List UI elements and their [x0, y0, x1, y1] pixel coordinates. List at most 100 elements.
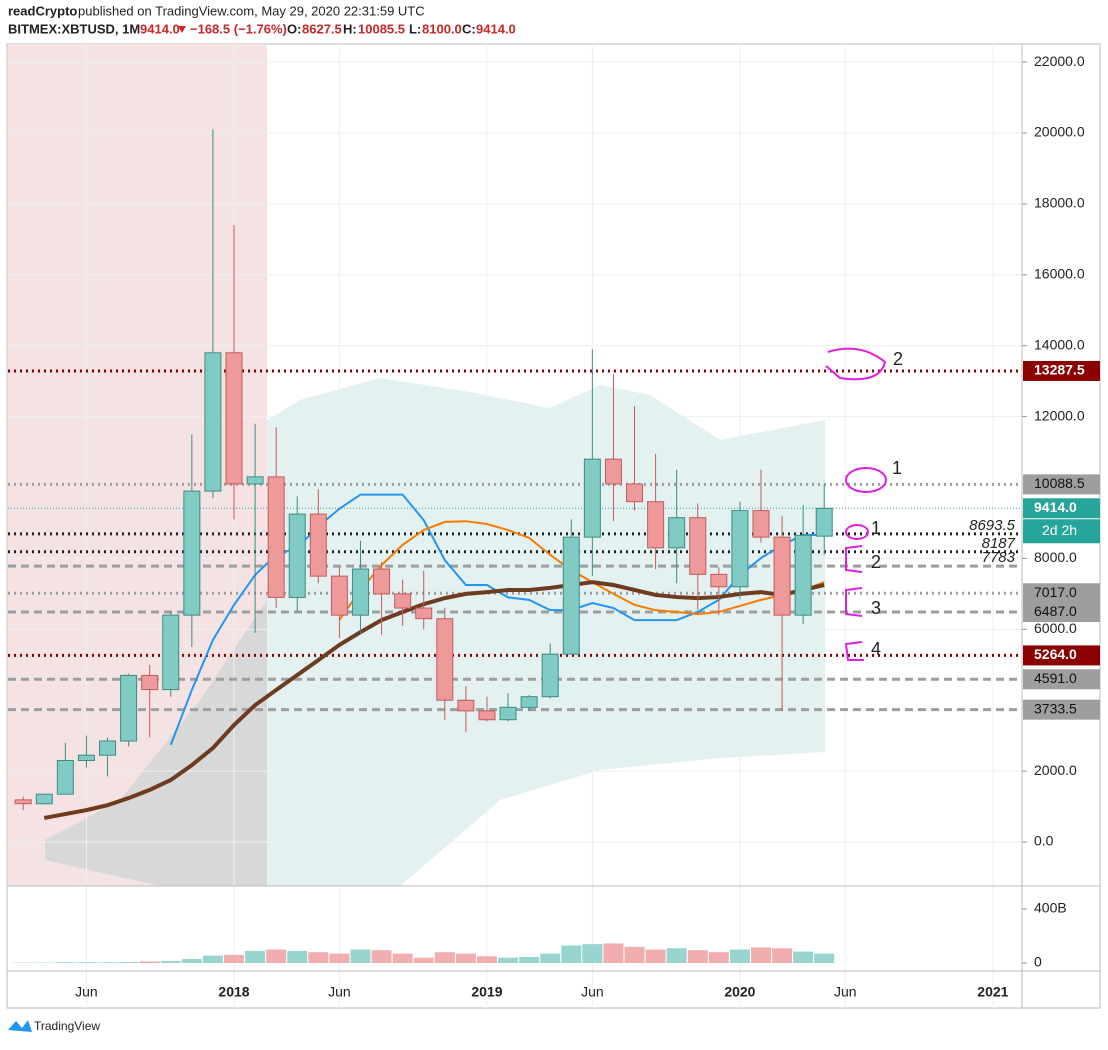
y-tick-label: 0.0 [1034, 833, 1054, 849]
y-tick-label: 2000.0 [1034, 762, 1077, 778]
annotation: 2 [893, 349, 903, 369]
volume-bar [540, 954, 560, 963]
level-label: 7017.0 [1034, 584, 1077, 600]
volume-bar [688, 950, 708, 963]
volume-bar [498, 958, 518, 963]
volume-bar [709, 952, 729, 963]
volume-bar [414, 958, 434, 963]
candle-body [289, 514, 305, 597]
volume-tick-label: 0 [1034, 954, 1042, 970]
x-tick-label: 2021 [977, 984, 1008, 1000]
candle-body [163, 615, 179, 689]
candle-body [627, 484, 643, 502]
l-label: L: [409, 21, 421, 36]
volume-bar [119, 962, 139, 963]
y-tick-label: 8000.0 [1034, 549, 1077, 565]
volume-bar [793, 952, 813, 963]
symbol-line: BITMEX:XBTUSD, 1M 9414.0 −168.5 (−1.76%)… [8, 21, 516, 36]
level-label: 6487.0 [1034, 603, 1077, 619]
o-value: 8627.5 [302, 21, 342, 36]
candle-body [268, 477, 284, 598]
candle-body [521, 697, 537, 708]
volume-bar [140, 961, 160, 963]
volume-bar [55, 962, 75, 963]
volume-bar [372, 950, 392, 963]
candle-body [142, 675, 158, 689]
volume-bar [582, 944, 602, 963]
candle-body [352, 569, 368, 615]
published: published on TradingView.com, May 29, 20… [78, 3, 425, 18]
candle-body [690, 518, 706, 575]
volume-bar [519, 957, 539, 963]
candle-body [331, 576, 347, 615]
level-label: 10088.5 [1034, 475, 1085, 491]
candle-body [605, 459, 621, 484]
y-tick-label: 16000.0 [1034, 265, 1085, 281]
annotation: 1 [871, 518, 881, 538]
annotation: 4 [871, 639, 881, 659]
candle-body [205, 353, 221, 491]
candle-body [310, 514, 326, 576]
candle-body [121, 675, 137, 741]
x-tick-label: 2018 [218, 984, 249, 1000]
volume-tick-label: 400B [1034, 900, 1067, 916]
level-label: 5264.0 [1034, 646, 1077, 662]
symbol: BITMEX:XBTUSD, 1M [8, 21, 140, 36]
volume-bar [224, 955, 244, 963]
candle-body [711, 574, 727, 586]
volume-bar [456, 954, 476, 963]
volume-bar [76, 962, 96, 963]
candle-body [753, 511, 769, 538]
candle-body [226, 353, 242, 484]
level-label: 8693.5 [969, 517, 1016, 534]
volume-bar [182, 959, 202, 963]
candle-body [584, 459, 600, 537]
candle-body [648, 502, 664, 548]
candle-body [36, 794, 52, 804]
y-tick-label: 20000.0 [1034, 124, 1085, 140]
candle-body [795, 535, 811, 615]
volume-bar [161, 961, 181, 963]
candle-body [500, 707, 516, 719]
candle-body [15, 800, 31, 804]
volume-bar [329, 954, 349, 963]
logo [8, 1020, 32, 1032]
h-label: H: [343, 21, 357, 36]
candle-body [416, 608, 432, 619]
candle-body [184, 491, 200, 615]
volume-bar [772, 948, 792, 963]
candle-body [395, 594, 411, 608]
author: readCrypto [8, 3, 77, 18]
candle-body [57, 760, 73, 794]
y-tick-label: 14000.0 [1034, 336, 1085, 352]
candle-body [732, 511, 748, 587]
volume-bar [435, 952, 455, 963]
c-value: 9414.0 [476, 21, 516, 36]
level-label: 4591.0 [1034, 670, 1077, 686]
candle-body [563, 537, 579, 654]
level-label: 3733.5 [1034, 700, 1077, 716]
c-label: C: [462, 21, 476, 36]
candle-body [669, 518, 685, 548]
volume-bar [203, 956, 223, 963]
l-value: 8100.0 [422, 21, 462, 36]
volume-bar [393, 954, 413, 963]
volume-bar [814, 954, 834, 963]
volume-bar [646, 950, 666, 964]
candle-body [479, 711, 495, 720]
volume-bar [287, 951, 307, 963]
countdown: 2d 2h [1042, 522, 1077, 538]
volume-bar [350, 950, 370, 964]
candle-body [437, 619, 453, 701]
candle-body [458, 700, 474, 711]
volume-bar [245, 951, 265, 963]
last: 9414.0 [140, 21, 180, 36]
annotation: 3 [871, 598, 881, 618]
candle-body [247, 477, 263, 484]
x-tick-label: 2020 [724, 984, 755, 1000]
volume-bar [667, 948, 687, 963]
change: −168.5 (−1.76%) [190, 21, 287, 36]
candle-body [816, 508, 832, 536]
volume-bar [730, 950, 750, 964]
